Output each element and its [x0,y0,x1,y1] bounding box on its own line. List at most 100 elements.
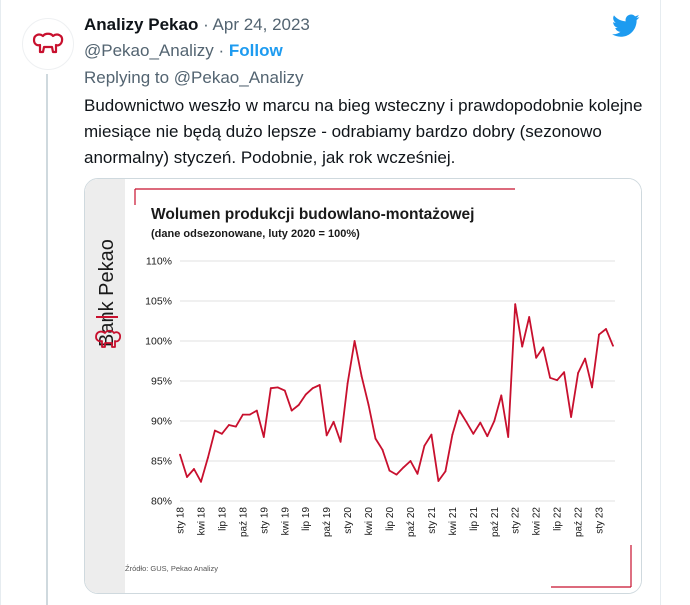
chart-source: Źródło: GUS, Pekao Analizy [125,564,218,573]
data-point [388,469,391,472]
data-point [451,433,454,436]
data-point [591,386,593,389]
data-point [584,357,586,360]
data-point [570,416,572,418]
data-point [262,436,265,438]
thread-line [46,74,48,605]
x-tick-label: sty 23 [595,507,606,534]
data-point [381,448,384,451]
data-point [528,316,531,318]
data-point [186,476,188,478]
data-point [193,468,195,470]
data-point [514,303,517,306]
x-tick-label: paź 22 [574,507,585,537]
separator: · [203,15,209,34]
data-point [339,440,342,443]
data-point [241,413,244,416]
data-point [304,393,307,396]
x-tick-label: kwi 18 [196,507,207,536]
data-point [430,433,433,436]
data-point [507,436,510,438]
x-tick-label: sty 19 [259,507,270,534]
x-tick-label: lip 22 [553,507,564,531]
data-point [563,371,566,374]
x-tick-label: sty 20 [343,507,354,534]
data-point [395,473,398,476]
bison-logo-icon [32,32,64,54]
brand-divider [96,316,118,318]
chart-subtitle: (dane odsezonowane, luty 2020 = 100%) [151,228,360,240]
x-tick-label: sty 21 [427,507,438,534]
x-tick-labels: sty 18 kwi 18 lip 18 paź 18 sty 19 kwi 19 lip … [176,507,606,537]
reply-prefix: Replying to [84,68,170,87]
author-name[interactable]: Analizy Pekao [84,15,199,34]
chart-title: Wolumen produkcji budowlano-montażowej [151,206,475,223]
y-tick-label: 95% [151,376,172,388]
x-tick-label: paź 21 [490,507,501,537]
data-point [598,333,600,336]
twitter-bird-icon[interactable] [612,14,640,38]
data-point [214,429,216,432]
data-point [472,432,475,435]
tweet-date[interactable]: Apr 24, 2023 [212,15,310,34]
data-point [221,432,223,435]
data-point [227,424,230,426]
data-point [437,480,440,482]
x-tick-label: paź 20 [406,507,417,537]
reply-handle[interactable]: @Pekao_Analizy [173,68,304,87]
author-avatar[interactable] [22,18,74,70]
data-point [465,420,468,423]
data-point [179,453,181,456]
author-handle[interactable]: @Pekao_Analizy [84,41,214,60]
y-tick-label: 90% [151,416,172,428]
data-point [325,434,328,437]
card-border-right [660,0,661,605]
x-tick-label: lip 18 [217,507,228,531]
data-point [318,384,321,386]
data-point [248,413,251,416]
x-tick-label: lip 19 [301,507,312,531]
data-point [332,420,335,423]
data-point [276,386,279,389]
data-point [542,346,545,349]
x-tick-label: lip 21 [469,507,480,531]
data-point [269,387,272,390]
data-point [612,344,614,347]
data-point [493,420,496,422]
tweet-text: Budownictwo weszło w marcu na bieg wstec… [84,96,643,167]
data-point [521,345,524,348]
series-points [179,303,614,483]
brand-bison-icon [95,329,122,348]
y-tick-label: 100% [145,336,172,348]
data-point [311,387,314,390]
tweet-header: Analizy Pekao · Apr 24, 2023 @Pekao_Anal… [84,14,604,90]
y-tick-label: 110% [146,256,172,268]
x-tick-label: kwi 21 [448,507,459,536]
x-tick-label: kwi 22 [532,507,543,536]
data-point [200,480,202,483]
line-chart: Bank Pekao Wolumen produkcji budowlano-m… [85,179,641,593]
data-point [402,466,405,469]
card-border-left [0,0,1,605]
data-point [535,356,538,359]
data-point [479,421,482,424]
y-tick-label: 80% [151,496,172,508]
brand-text: Bank Pekao [96,239,118,347]
data-point [367,404,370,406]
chart-background [85,179,641,593]
y-tick-label: 105% [145,296,172,308]
data-point [283,389,286,392]
data-point [360,375,363,378]
data-point [444,470,447,473]
data-point [234,425,237,428]
data-point [486,435,489,438]
tweet-media-image[interactable]: Bank Pekao Wolumen produkcji budowlano-m… [84,178,642,594]
data-point [346,382,349,385]
x-tick-label: lip 20 [385,507,396,531]
data-point [374,437,377,440]
x-tick-label: kwi 20 [364,507,375,536]
data-point [423,444,426,447]
follow-button[interactable]: Follow [228,41,283,60]
x-tick-label: paź 18 [238,507,249,537]
x-tick-label: paź 19 [322,507,333,537]
